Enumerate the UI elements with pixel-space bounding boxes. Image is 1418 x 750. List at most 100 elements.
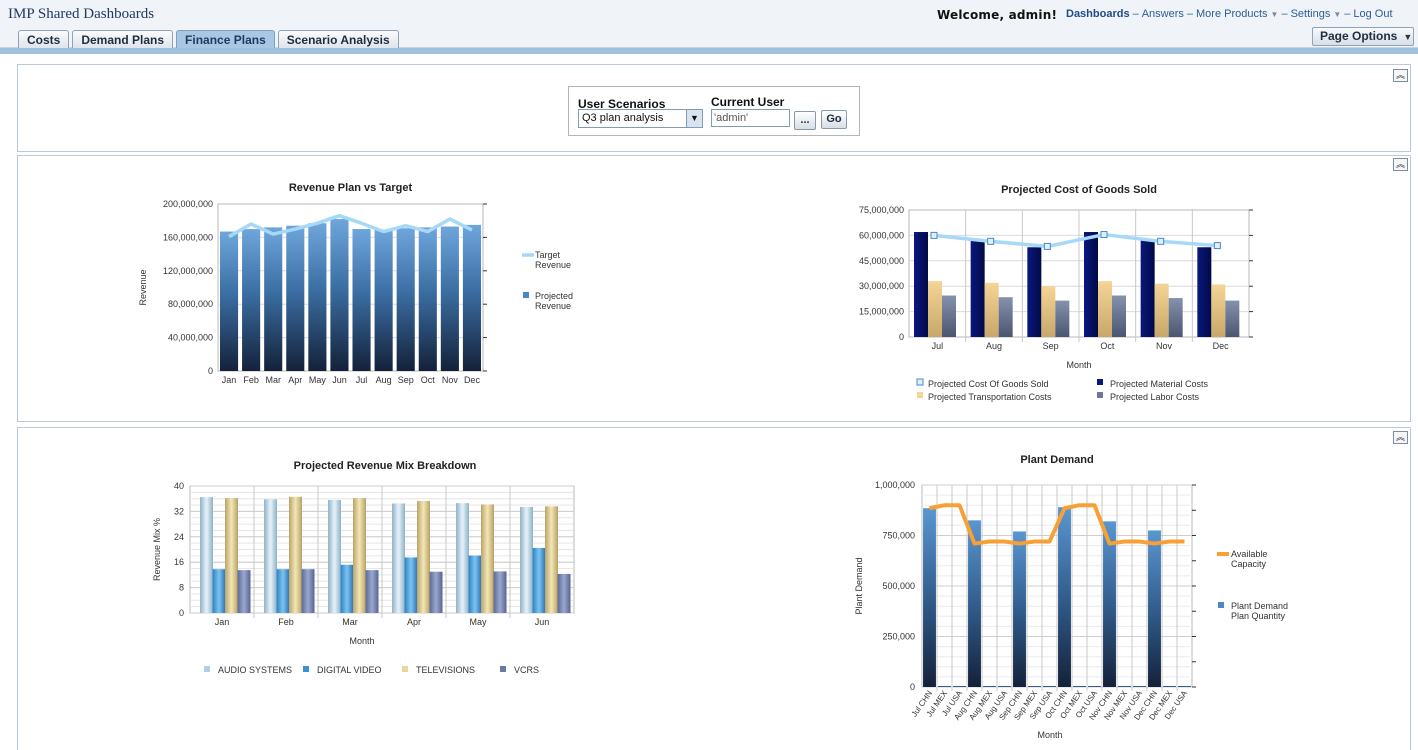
x-tick-label: Jul — [356, 375, 368, 385]
app-title: IMP Shared Dashboards — [8, 6, 155, 22]
bar-audio-systems — [200, 497, 213, 613]
x-tick-label: May — [309, 375, 327, 385]
tab-finance-plans[interactable]: Finance Plans — [176, 30, 275, 49]
marker-projected-cogs — [1213, 242, 1221, 250]
y-tick-label: 30,000,000 — [859, 281, 904, 291]
legend-label-projected-revenue: Projected — [535, 291, 573, 301]
y-tick-label: 0 — [899, 332, 904, 342]
bar-plant-demand — [998, 686, 1011, 687]
x-tick-label: Jun — [535, 617, 550, 627]
bar-plant-demand — [953, 686, 966, 687]
y-tick-label: 80,000,000 — [168, 299, 213, 309]
user-scenarios-select[interactable]: Q3 plan analysis ▼ — [578, 109, 703, 128]
tab-demand-plans[interactable]: Demand Plans — [72, 30, 174, 49]
bar-digital-video — [340, 564, 354, 613]
y-tick-label: 750,000 — [882, 531, 915, 541]
x-tick-label: Oct — [421, 375, 436, 385]
link-separator: – — [1344, 8, 1351, 20]
bar-audio-systems — [520, 506, 533, 613]
chevron-down-icon[interactable]: ▼ — [1333, 10, 1342, 19]
link-dashboards[interactable]: Dashboards — [1066, 8, 1130, 20]
bar-digital-video — [532, 547, 546, 613]
bar-projected-revenue — [219, 231, 239, 371]
x-tick-label: Aug — [986, 341, 1002, 351]
legend-label-audio-systems: AUDIO SYSTEMS — [218, 665, 292, 675]
user-scenarios-value: Q3 plan analysis — [582, 112, 664, 124]
x-tick-label: Jan — [215, 617, 230, 627]
bar-projected-revenue — [352, 229, 371, 371]
bar-audio-systems — [264, 499, 277, 613]
y-tick-label: 250,000 — [882, 632, 915, 642]
bar-vcrs — [493, 571, 507, 613]
bar-televisions — [481, 504, 494, 613]
legend-swatch-projected-revenue — [523, 292, 529, 298]
bar-plant-demand — [1043, 686, 1056, 687]
bar-transportation-costs — [1098, 281, 1112, 337]
collapse-icon[interactable]: ︽ — [1393, 158, 1408, 171]
go-button[interactable]: Go — [821, 110, 847, 129]
bar-material-costs — [970, 240, 985, 337]
legend-label-plant-demand: Plant Demand — [1231, 601, 1288, 611]
legend-swatch-vcrs — [500, 666, 506, 672]
legend-swatch-material — [1097, 379, 1103, 385]
x-tick-label: Apr — [407, 617, 421, 627]
legend-label-available-capacity: Capacity — [1231, 559, 1267, 569]
x-axis-label: Month — [1037, 730, 1062, 740]
bar-projected-revenue — [330, 219, 349, 371]
link-answers[interactable]: Answers — [1141, 8, 1184, 20]
x-tick-label: Mar — [342, 617, 358, 627]
header-divider — [0, 48, 1418, 54]
current-user-input[interactable]: 'admin' — [711, 109, 790, 127]
y-tick-label: 16 — [174, 557, 184, 567]
projected-cogs-chart: Projected Cost of Goods Sold 0 15,000,000 3… — [859, 184, 1253, 402]
dropdown-arrow-icon[interactable]: ▼ — [686, 110, 702, 127]
page-options-button[interactable]: Page Options ▼ — [1312, 27, 1414, 46]
bar-projected-revenue — [396, 228, 415, 371]
bar-vcrs — [365, 570, 379, 613]
projected-revenue-mix-chart: Projected Revenue Mix Breakdown Revenue M… — [152, 460, 575, 675]
bar-projected-revenue — [374, 229, 393, 371]
bar-plant-demand — [1148, 530, 1161, 687]
y-axis-label: Revenue Mix % — [152, 518, 162, 581]
x-tick-label: Oct — [1100, 341, 1115, 351]
bar-transportation-costs — [1211, 284, 1226, 337]
bar-televisions — [353, 498, 366, 613]
marker-projected-cogs — [930, 231, 938, 239]
chart-title: Revenue Plan vs Target — [289, 182, 413, 194]
legend-label-plant-demand: Plan Quantity — [1231, 611, 1286, 621]
bar-labor-costs — [1225, 300, 1240, 337]
x-tick-label: May — [469, 617, 487, 627]
legend-label-material: Projected Material Costs — [1110, 379, 1209, 389]
bar-transportation-costs — [1154, 283, 1169, 337]
collapse-icon[interactable]: ︽ — [1393, 69, 1408, 82]
bar-plant-demand — [1073, 686, 1086, 687]
x-tick-label: Apr — [288, 375, 302, 385]
y-axis-label: Plant Demand — [854, 557, 864, 614]
line-available-capacity — [929, 503, 1185, 546]
browse-button[interactable]: ... — [794, 111, 816, 130]
bar-projected-revenue — [308, 223, 327, 371]
y-tick-label: 32 — [174, 506, 184, 516]
bar-televisions — [545, 506, 558, 613]
bar-plant-demand — [1088, 686, 1101, 687]
bar-labor-costs — [942, 295, 956, 337]
link-log-out[interactable]: Log Out — [1353, 8, 1393, 20]
line-projected-cogs — [933, 232, 1218, 249]
link-settings[interactable]: Settings — [1290, 8, 1331, 20]
legend-swatch-transportation — [917, 392, 923, 398]
legend-swatch-cogs — [916, 378, 924, 386]
y-tick-label: 500,000 — [882, 581, 915, 591]
link-more-products[interactable]: More Products — [1196, 8, 1268, 20]
x-tick-label: Nov — [1156, 341, 1173, 351]
bar-vcrs — [429, 571, 443, 613]
bar-plant-demand — [1013, 531, 1026, 687]
tab-costs[interactable]: Costs — [18, 30, 70, 49]
collapse-icon[interactable]: ︽ — [1393, 431, 1408, 444]
marker-projected-cogs — [987, 237, 995, 245]
marker-projected-cogs — [1100, 231, 1108, 239]
chevron-down-icon[interactable]: ▼ — [1270, 10, 1279, 19]
legend-label-target-revenue: Target — [535, 250, 561, 260]
welcome-text: Welcome, admin! — [937, 8, 1058, 22]
tab-scenario-analysis[interactable]: Scenario Analysis — [277, 30, 399, 49]
plant-demand-chart: Plant Demand Plant Demand 0 250,000 500,000 7… — [854, 454, 1288, 740]
